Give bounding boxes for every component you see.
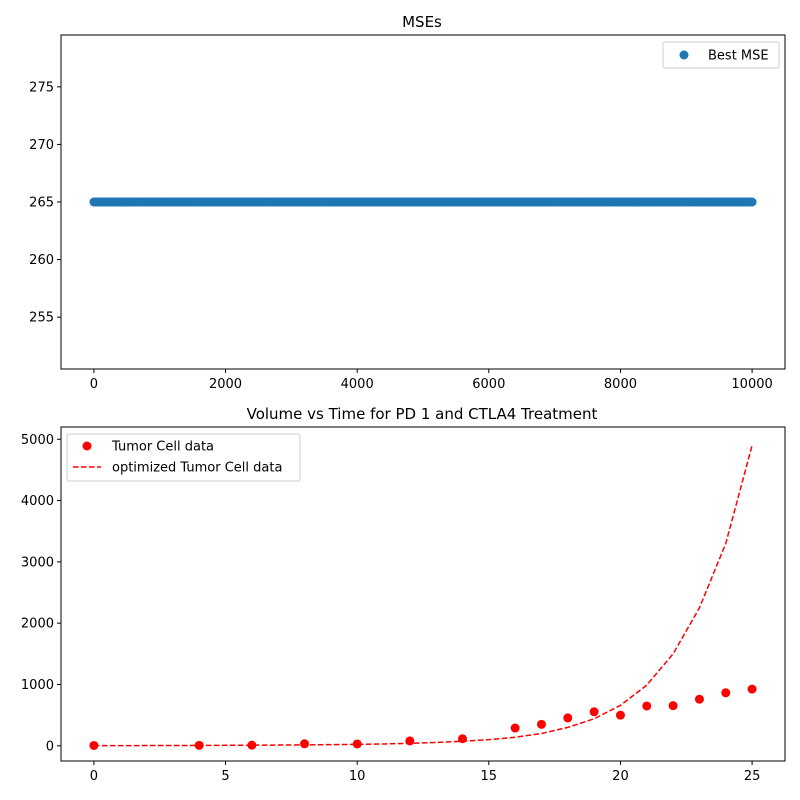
tumor-data-point — [642, 701, 652, 711]
mse-legend-frame — [662, 41, 780, 69]
x-tick-label: 20 — [612, 769, 629, 784]
optimized-tumor-line — [93, 445, 753, 747]
tumor-data-point — [694, 694, 704, 704]
x-tick-label: 15 — [481, 769, 498, 784]
tumor-data-point — [615, 710, 625, 720]
tumor-data-point — [747, 684, 757, 694]
best-mse-series — [89, 197, 757, 207]
x-tick-label: 25 — [744, 769, 761, 784]
tumor-data-point — [300, 739, 310, 749]
volume-chart-legend: Tumor Cell data optimized Tumor Cell dat… — [66, 433, 301, 482]
volume-chart-marks — [89, 445, 757, 750]
volume-chart-ticks: 0 5 10 15 20 25 0 1000 2000 3000 4000 5000 — [21, 433, 760, 784]
y-tick-label: 275 — [29, 80, 54, 95]
tumor-data-point — [247, 740, 257, 750]
mse-chart-marks — [89, 197, 757, 207]
volume-chart-axes-frame — [60, 426, 786, 762]
y-tick-label: 270 — [29, 138, 54, 153]
volume-chart-title: Volume vs Time for PD 1 and CTLA4 Treatm… — [247, 405, 598, 423]
mse-chart: MSEs 0 2000 4000 6000 8000 10000 255 260 265 270 2… — [29, 13, 786, 392]
x-tick-label: 10000 — [731, 377, 772, 392]
x-tick-label: 0 — [90, 377, 98, 392]
y-tick-label: 2000 — [21, 617, 54, 632]
x-tick-label: 2000 — [209, 377, 242, 392]
x-tick-label: 0 — [90, 769, 98, 784]
best-mse-point — [747, 197, 757, 207]
x-tick-label: 4000 — [341, 377, 374, 392]
tumor-data-point — [536, 719, 546, 729]
mse-chart-ticks: 0 2000 4000 6000 8000 10000 255 260 265 270 275 — [29, 80, 773, 392]
mse-chart-legend: Best MSE — [662, 41, 780, 69]
tumor-data-point — [668, 701, 678, 711]
y-tick-label: 255 — [29, 311, 54, 326]
tumor-data-point — [510, 723, 520, 733]
y-tick-label: 260 — [29, 253, 54, 268]
mse-legend-label: Best MSE — [708, 49, 769, 64]
volume-legend-marker-data — [82, 441, 92, 451]
y-tick-label: 5000 — [21, 433, 54, 448]
tumor-data-point — [563, 713, 573, 723]
mse-chart-title: MSEs — [402, 13, 442, 31]
tumor-data-point — [721, 688, 731, 698]
x-tick-label: 10 — [349, 769, 366, 784]
tumor-data-point — [352, 739, 362, 749]
x-tick-label: 6000 — [472, 377, 505, 392]
y-tick-label: 3000 — [21, 555, 54, 570]
tumor-data-point — [589, 707, 599, 717]
y-tick-label: 1000 — [21, 678, 54, 693]
y-tick-label: 0 — [46, 739, 54, 754]
volume-chart: Volume vs Time for PD 1 and CTLA4 Treatm… — [21, 405, 786, 784]
y-tick-label: 265 — [29, 196, 54, 211]
volume-legend-frame — [66, 433, 301, 482]
mse-legend-marker — [679, 50, 689, 60]
x-tick-label: 8000 — [604, 377, 637, 392]
volume-legend-label-data: Tumor Cell data — [111, 440, 214, 455]
y-tick-label: 4000 — [21, 494, 54, 509]
x-tick-label: 5 — [221, 769, 229, 784]
volume-legend-label-fit: optimized Tumor Cell data — [112, 461, 282, 476]
